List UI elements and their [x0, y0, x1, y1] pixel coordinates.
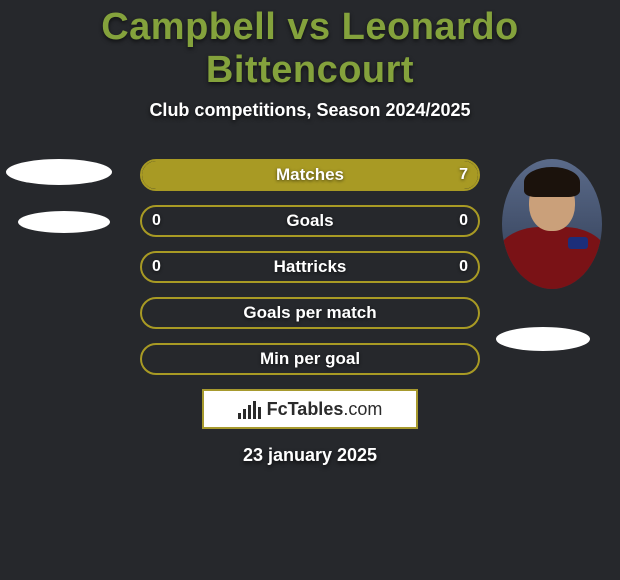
- stat-rows: Matches 7 Goals 0 0 Hattricks 0 0 Goals per matc…: [140, 159, 480, 375]
- stat-value-right: 0: [459, 212, 468, 230]
- stat-value-left: 0: [152, 212, 161, 230]
- stat-row-hattricks: Hattricks 0 0: [140, 251, 480, 283]
- player-right: [502, 159, 602, 289]
- stat-value-left: 0: [152, 258, 161, 276]
- stat-label: Goals per match: [243, 303, 376, 323]
- comparison-stage: Matches 7 Goals 0 0 Hattricks 0 0 Goals per matc…: [0, 159, 620, 466]
- stat-label: Goals: [286, 211, 333, 231]
- ellipse-shadow: [496, 327, 590, 351]
- stat-row-gpm: Goals per match: [140, 297, 480, 329]
- player-right-avatar: [502, 159, 602, 289]
- brand-name: FcTables: [267, 399, 344, 419]
- page-title: Campbell vs Leonardo Bittencourt: [0, 0, 620, 92]
- comparison-card: Campbell vs Leonardo Bittencourt Club co…: [0, 0, 620, 580]
- brand-box: FcTables.com: [202, 389, 418, 429]
- stat-value-right: 0: [459, 258, 468, 276]
- ellipse-decoration: [18, 211, 110, 233]
- subtitle: Club competitions, Season 2024/2025: [0, 100, 620, 121]
- stat-label: Hattricks: [274, 257, 347, 277]
- date-text: 23 january 2025: [0, 445, 620, 466]
- brand-text: FcTables.com: [267, 399, 383, 420]
- player-left: [10, 159, 110, 289]
- stat-label: Matches: [276, 165, 344, 185]
- stat-row-mpg: Min per goal: [140, 343, 480, 375]
- ellipse-decoration: [6, 159, 112, 185]
- stat-row-matches: Matches 7: [140, 159, 480, 191]
- brand-domain: .com: [343, 399, 382, 419]
- stat-row-goals: Goals 0 0: [140, 205, 480, 237]
- stat-value-right: 7: [459, 166, 468, 184]
- stat-label: Min per goal: [260, 349, 360, 369]
- brand-bars-icon: [238, 399, 261, 419]
